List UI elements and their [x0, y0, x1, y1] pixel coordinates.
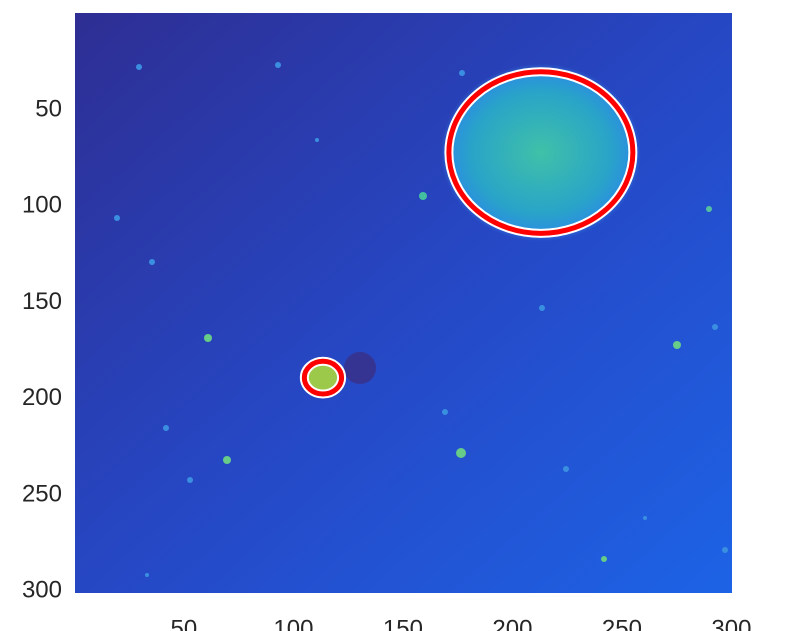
- y-tick-label: 50: [35, 96, 62, 123]
- chart: 50 100 150 200 250 300 50 100 150 200 250 300: [0, 0, 798, 631]
- y-tick-label: 150: [22, 288, 62, 315]
- image-area: [75, 13, 732, 593]
- x-tick-label: 200: [492, 615, 532, 631]
- x-tick-label: 100: [273, 615, 313, 631]
- image-background: [75, 13, 732, 593]
- y-tick-label: 300: [22, 577, 62, 604]
- x-tick-label: 300: [711, 615, 751, 631]
- y-tick-label: 250: [22, 480, 62, 507]
- dark-spot: [344, 352, 376, 384]
- y-tick-label: 200: [22, 384, 62, 411]
- x-tick-label: 150: [383, 615, 423, 631]
- y-tick-label: 100: [22, 192, 62, 219]
- x-tick-label: 50: [171, 615, 198, 631]
- x-tick-label: 250: [602, 615, 642, 631]
